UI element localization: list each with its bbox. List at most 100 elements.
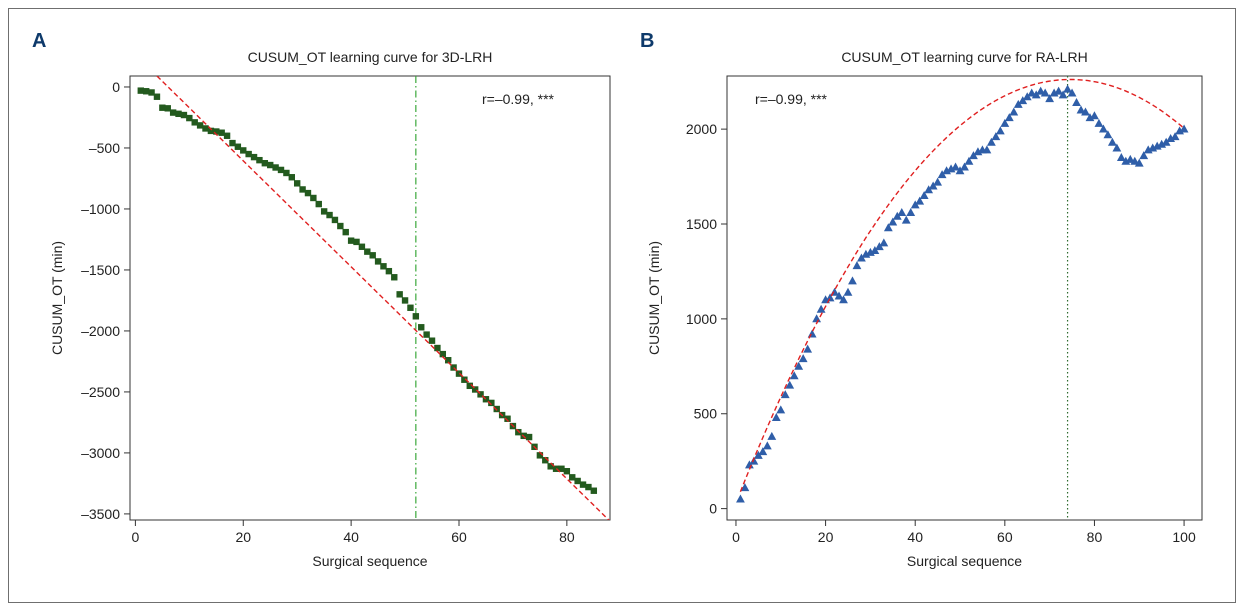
y-tick-label-a-4: –2000 bbox=[81, 323, 120, 339]
data-point-a-30 bbox=[299, 186, 306, 193]
y-tick-label-a-2: –1000 bbox=[81, 201, 120, 217]
data-point-a-17 bbox=[229, 139, 236, 147]
data-point-a-79 bbox=[563, 468, 571, 475]
data-point-a-82 bbox=[579, 481, 587, 488]
data-point-b-4 bbox=[753, 450, 763, 459]
data-point-b-51 bbox=[964, 156, 974, 165]
y-tick-label-a-6: –3000 bbox=[81, 445, 120, 461]
x-tick-label-a-0: 0 bbox=[131, 529, 139, 545]
data-point-b-14 bbox=[798, 354, 808, 363]
data-point-b-17 bbox=[812, 314, 822, 323]
figure-frame bbox=[8, 8, 1236, 603]
data-point-b-68 bbox=[1040, 88, 1050, 97]
data-point-a-11 bbox=[196, 122, 204, 129]
data-point-a-24 bbox=[267, 161, 274, 169]
data-point-a-4 bbox=[159, 104, 166, 111]
data-point-b-82 bbox=[1103, 130, 1113, 139]
data-point-b-36 bbox=[897, 208, 907, 217]
y-tick-label-b-0: 0 bbox=[709, 501, 717, 517]
data-point-b-20 bbox=[825, 293, 835, 302]
data-point-a-21 bbox=[250, 153, 258, 161]
data-point-a-64 bbox=[482, 396, 490, 403]
y-tick-label-a-0: 0 bbox=[112, 79, 120, 95]
data-point-b-90 bbox=[1139, 151, 1149, 160]
data-point-b-39 bbox=[910, 200, 920, 209]
data-point-b-26 bbox=[852, 261, 862, 270]
data-point-b-27 bbox=[857, 253, 866, 262]
data-point-b-34 bbox=[888, 217, 898, 226]
data-point-a-18 bbox=[234, 143, 242, 150]
data-point-a-34 bbox=[320, 208, 328, 215]
correlation-annotation-b: r=–0.99, *** bbox=[755, 91, 828, 107]
data-point-a-27 bbox=[283, 169, 290, 177]
x-tick-label-a-3: 60 bbox=[451, 529, 467, 545]
data-point-b-6 bbox=[762, 441, 772, 450]
data-point-a-14 bbox=[213, 128, 220, 135]
data-point-b-43 bbox=[928, 181, 938, 190]
data-point-a-20 bbox=[245, 150, 252, 158]
data-point-b-3 bbox=[749, 456, 759, 465]
x-tick-label-b-3: 60 bbox=[997, 529, 1013, 545]
data-point-a-56 bbox=[439, 350, 447, 358]
data-point-a-50 bbox=[407, 304, 414, 311]
plot-area-b bbox=[726, 75, 1203, 521]
data-point-b-60 bbox=[1004, 113, 1014, 122]
data-point-a-0 bbox=[137, 87, 144, 94]
data-point-a-42 bbox=[364, 248, 371, 255]
data-point-a-44 bbox=[374, 258, 382, 265]
data-point-b-45 bbox=[937, 170, 947, 179]
x-axis-label-a: Surgical sequence bbox=[312, 553, 427, 569]
data-point-a-65 bbox=[488, 399, 495, 407]
data-point-b-73 bbox=[1063, 84, 1072, 93]
data-point-a-60 bbox=[461, 376, 468, 383]
chart-title-a: CUSUM_OT learning curve for 3D-LRH bbox=[248, 49, 493, 65]
data-point-b-76 bbox=[1076, 105, 1086, 114]
data-point-b-97 bbox=[1170, 132, 1180, 141]
data-point-a-70 bbox=[515, 428, 522, 436]
data-point-a-63 bbox=[477, 391, 484, 398]
data-point-b-85 bbox=[1116, 152, 1126, 161]
y-tick-label-a-3: –1500 bbox=[81, 262, 120, 278]
data-point-b-23 bbox=[839, 295, 848, 304]
data-point-b-74 bbox=[1067, 88, 1077, 97]
data-point-b-15 bbox=[803, 344, 813, 353]
data-point-a-76 bbox=[547, 463, 554, 470]
data-point-b-84 bbox=[1112, 143, 1122, 152]
data-point-b-13 bbox=[794, 361, 804, 370]
data-point-a-51 bbox=[412, 313, 420, 320]
data-point-a-39 bbox=[347, 237, 355, 244]
data-point-b-88 bbox=[1130, 156, 1140, 165]
data-point-b-8 bbox=[771, 412, 781, 421]
data-point-b-63 bbox=[1018, 96, 1028, 105]
data-point-b-69 bbox=[1045, 94, 1055, 103]
data-point-a-25 bbox=[272, 164, 279, 171]
correlation-annotation-a: r=–0.99, *** bbox=[482, 91, 555, 107]
data-point-b-40 bbox=[915, 196, 925, 205]
y-tick-label-a-7: –3500 bbox=[81, 506, 120, 522]
data-point-a-2 bbox=[148, 89, 155, 96]
data-point-a-29 bbox=[293, 180, 301, 187]
data-point-b-79 bbox=[1090, 111, 1099, 120]
data-point-b-67 bbox=[1036, 86, 1046, 95]
data-points-b bbox=[736, 84, 1189, 503]
data-point-b-59 bbox=[1000, 118, 1010, 127]
data-point-b-0 bbox=[736, 494, 745, 503]
data-point-a-75 bbox=[542, 457, 549, 464]
y-tick-label-a-5: –2500 bbox=[81, 384, 120, 400]
y-axis-label-b: CUSUM_OT (min) bbox=[646, 241, 662, 355]
data-point-b-24 bbox=[843, 287, 853, 296]
data-point-b-66 bbox=[1031, 90, 1041, 99]
data-point-a-6 bbox=[169, 109, 177, 116]
data-point-a-58 bbox=[450, 364, 457, 371]
data-point-b-30 bbox=[870, 245, 880, 254]
data-point-b-62 bbox=[1013, 99, 1023, 108]
data-point-a-15 bbox=[218, 129, 225, 136]
data-point-a-83 bbox=[585, 483, 592, 491]
fit-curve-a bbox=[156, 76, 610, 520]
data-point-a-54 bbox=[428, 337, 436, 344]
x-tick-label-b-0: 0 bbox=[732, 529, 740, 545]
x-tick-label-b-5: 100 bbox=[1172, 529, 1196, 545]
data-point-b-65 bbox=[1027, 88, 1037, 97]
y-tick-label-b-1: 500 bbox=[694, 406, 718, 422]
panel-letter-b: B bbox=[640, 30, 655, 52]
